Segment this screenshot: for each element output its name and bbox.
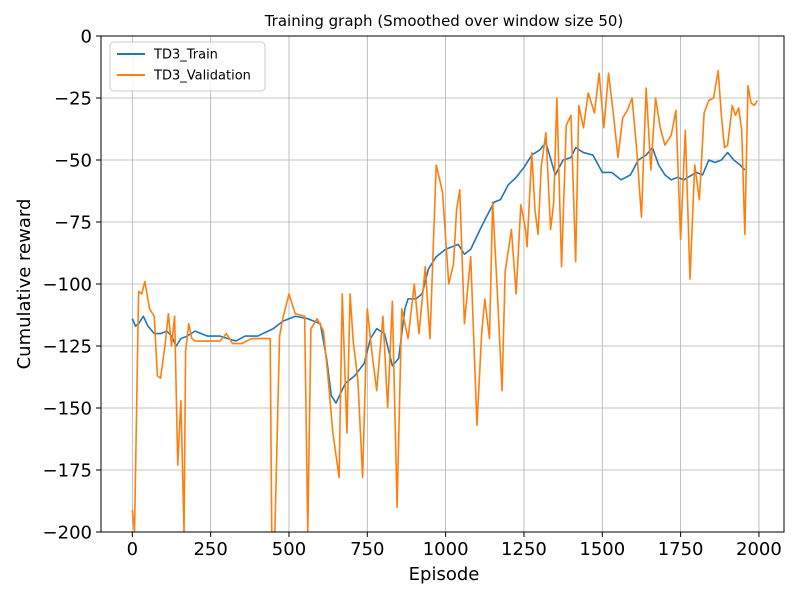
chart-title: Training graph (Smoothed over window siz…	[264, 12, 624, 30]
y-axis-label: Cumulative reward	[14, 199, 35, 370]
x-tick-label-750: 750	[350, 539, 384, 560]
x-tick-label-0: 0	[127, 539, 138, 560]
x-tick-label-250: 250	[193, 539, 227, 560]
legend-box	[109, 41, 266, 92]
series-line-td3-validation	[131, 69, 759, 532]
y-tick-label-neg50: −50	[54, 151, 92, 172]
x-tick-label-2000: 2000	[736, 539, 782, 560]
x-tick-label-1250: 1250	[501, 539, 547, 560]
series-layer	[131, 69, 759, 532]
x-tick-label-1750: 1750	[658, 539, 704, 560]
legend-label-td3-validation: TD3_Validation	[153, 69, 251, 84]
y-tick-label-neg25: −25	[54, 89, 92, 110]
y-tick-label-neg125: −125	[43, 337, 92, 358]
y-tick-label-neg75: −75	[54, 213, 92, 234]
x-tick-label-1000: 1000	[423, 539, 469, 560]
y-tick-label-neg100: −100	[43, 275, 92, 296]
x-tick-label-500: 500	[272, 539, 306, 560]
ticks-layer: 0 250 500 750 1000 1250 1500 1750 2000 0 −25 −50 −75…	[43, 27, 782, 561]
y-tick-label-0: 0	[81, 27, 92, 48]
x-tick-label-1500: 1500	[579, 539, 625, 560]
legend: TD3_Train TD3_Validation	[109, 41, 266, 92]
x-axis-label: Episode	[409, 564, 480, 585]
y-tick-label-neg200: −200	[43, 523, 92, 544]
legend-label-td3-train: TD3_Train	[153, 48, 218, 63]
y-tick-label-neg150: −150	[43, 399, 92, 420]
y-tick-label-neg175: −175	[43, 461, 92, 482]
